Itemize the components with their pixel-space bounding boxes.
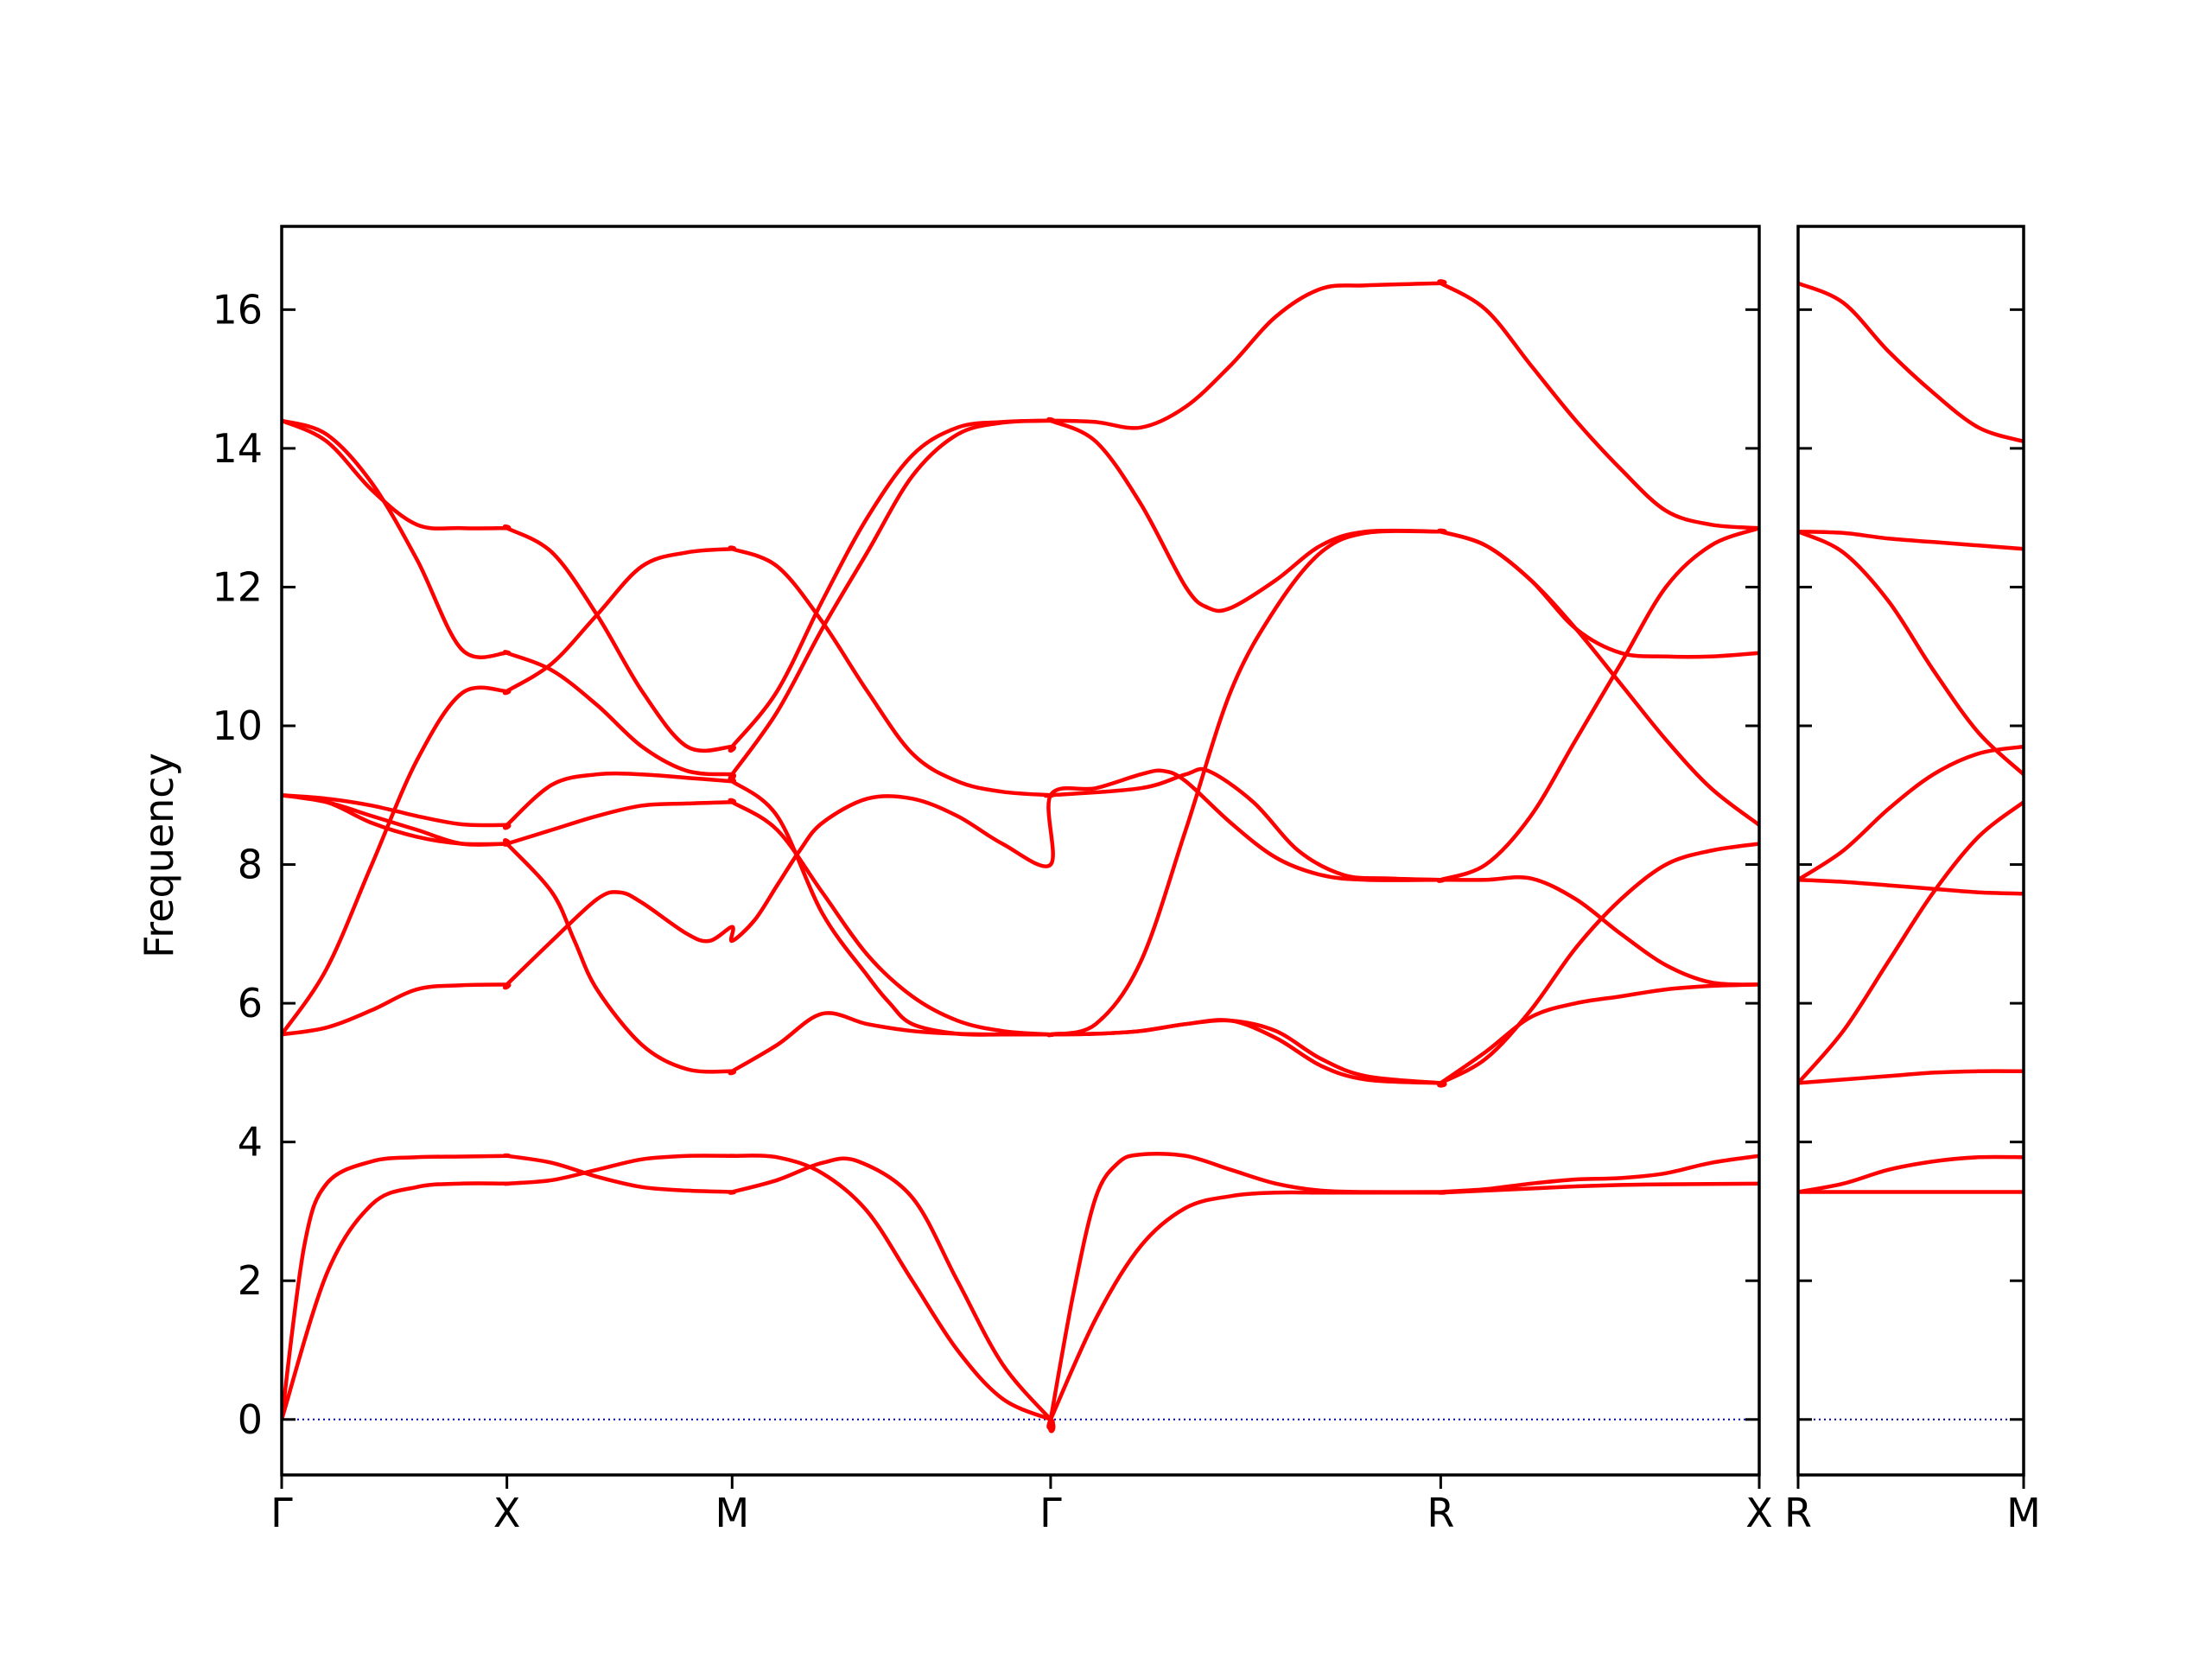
y-tick-label: 10	[212, 702, 263, 749]
band-main-6	[282, 793, 1759, 1087]
band-right-12	[1798, 530, 2024, 776]
band-right-3	[1798, 1154, 2024, 1194]
y-tick-label: 0	[238, 1396, 263, 1443]
band-main-1	[282, 1152, 1759, 1433]
band-right-11	[1798, 529, 2024, 551]
x-tick-label: M	[715, 1490, 749, 1536]
band-main-9	[282, 416, 1759, 781]
band-main-10	[282, 279, 1759, 753]
band-right-17	[1798, 281, 2024, 444]
band-right-14	[1798, 744, 2024, 882]
band-main-5	[282, 526, 1759, 1036]
x-tick-label: M	[2006, 1490, 2041, 1536]
y-tick-label: 16	[212, 286, 263, 333]
panel-main: 0 2 4 6 8 10 12 14 16 Γ X M Γ R X	[212, 225, 1773, 1536]
axes-frame-right	[1796, 225, 2025, 1477]
x-tick-label: R	[1427, 1490, 1454, 1536]
y-tick-label: 14	[212, 425, 263, 472]
y-axis-label: Frequency	[136, 753, 182, 958]
band-main-7	[282, 528, 1759, 1038]
band-main-8	[282, 793, 1759, 1088]
band-right-16	[1798, 1069, 2024, 1085]
y-tick-label: 8	[238, 842, 263, 888]
band-main-4	[282, 768, 1759, 1037]
x-tick-label: X	[1745, 1490, 1773, 1536]
axes-frame-main	[280, 225, 1761, 1477]
y-tick-label: 12	[212, 563, 263, 610]
y-tick-label: 4	[238, 1119, 263, 1166]
band-right-13	[1798, 877, 2024, 896]
y-tick-label: 2	[238, 1257, 263, 1304]
x-tick-label: Γ	[270, 1490, 293, 1536]
x-tick-label: X	[493, 1490, 521, 1536]
x-tick-label: Γ	[1039, 1490, 1062, 1536]
x-tick-label: R	[1784, 1490, 1812, 1536]
band-right-15	[1798, 800, 2024, 1084]
y-tick-label: 6	[238, 980, 263, 1027]
